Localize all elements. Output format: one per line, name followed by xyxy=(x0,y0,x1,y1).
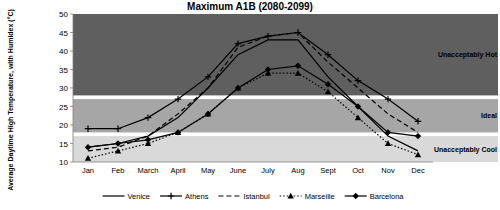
series-line xyxy=(88,33,418,129)
series-marker xyxy=(355,114,361,120)
series-marker xyxy=(175,129,181,135)
series-marker xyxy=(205,111,211,117)
legend-label: Marseille xyxy=(305,192,335,201)
title: Maximum A1B (2080-2099) xyxy=(187,1,313,12)
legend-label: Istanbul xyxy=(243,192,270,201)
data-layer xyxy=(85,29,421,161)
series-marker xyxy=(295,63,301,69)
legend-swatch xyxy=(218,195,240,196)
series-marker xyxy=(85,144,91,150)
series-marker xyxy=(85,126,91,132)
series-marker xyxy=(325,89,331,95)
y-tick xyxy=(70,143,73,144)
series-marker xyxy=(265,66,271,72)
series-marker xyxy=(355,103,361,109)
legend-marker xyxy=(168,193,174,199)
series-marker xyxy=(175,96,181,102)
y-tick-label: 35 xyxy=(59,66,68,75)
series-marker xyxy=(145,137,151,143)
band xyxy=(73,99,498,132)
y-tick-label: 25 xyxy=(59,103,68,112)
x-tick-label: March xyxy=(138,166,159,175)
series-line xyxy=(88,33,418,151)
y-tick-label: 45 xyxy=(59,29,68,38)
series-marker xyxy=(325,52,331,58)
legend-marker xyxy=(287,193,293,199)
series-marker xyxy=(145,114,151,120)
series-marker xyxy=(415,151,421,157)
series-marker xyxy=(265,33,271,39)
series-marker xyxy=(235,85,241,91)
series-line xyxy=(88,40,418,151)
series-marker xyxy=(115,148,121,154)
y-tick xyxy=(70,106,73,107)
y-tick xyxy=(70,88,73,89)
y-tick xyxy=(70,14,73,15)
x-tick-label: Nov xyxy=(381,166,395,175)
legend: Venice Athens Istanbul Marseille Barcelona xyxy=(103,192,405,201)
y-tick-label: 50 xyxy=(59,10,68,19)
y-tick xyxy=(70,51,73,52)
series-marker xyxy=(175,129,181,135)
x-tick-label: Dec xyxy=(411,166,425,175)
y-axis xyxy=(73,14,74,162)
series-marker xyxy=(85,155,91,161)
band-label: Unacceptably Hot xyxy=(438,51,498,59)
series-marker xyxy=(205,74,211,80)
series-marker xyxy=(385,96,391,102)
y-tick-label: 30 xyxy=(59,84,68,93)
band-label: Ideal xyxy=(481,112,497,119)
x-tick-label: Aug xyxy=(291,166,304,175)
y-tick xyxy=(70,69,73,70)
legend-marker xyxy=(353,193,359,199)
y-tick xyxy=(70,125,73,126)
y-tick-label: 10 xyxy=(59,158,68,167)
x-tick-label: Oct xyxy=(352,166,365,175)
x-tick-label: May xyxy=(201,166,215,175)
y-tick-label: 40 xyxy=(59,47,68,56)
x-tick-label: Sept xyxy=(320,166,336,175)
x-tick-label: April xyxy=(170,166,185,175)
series-marker xyxy=(385,129,391,135)
x-tick-label: June xyxy=(230,166,246,175)
y-tick-label: 20 xyxy=(59,121,68,130)
series-marker xyxy=(385,140,391,146)
band xyxy=(73,14,498,95)
legend-label: Venice xyxy=(128,192,151,201)
series-marker xyxy=(415,133,421,139)
band-label: Unacceptably Cool xyxy=(434,146,497,154)
series-marker xyxy=(295,70,301,76)
series-marker xyxy=(115,140,121,146)
y-tick xyxy=(70,162,73,163)
y-tick xyxy=(70,32,73,33)
series-line xyxy=(88,66,418,147)
x-tick-label: Jan xyxy=(82,166,94,175)
x-tick-label: July xyxy=(261,166,275,175)
legend-swatch xyxy=(103,195,125,196)
y-axis-label: Average Daytime High Temperature, with H… xyxy=(7,9,15,191)
y-tick-label: 15 xyxy=(59,140,68,149)
series-marker xyxy=(355,77,361,83)
legend-label: Barcelona xyxy=(370,192,405,201)
x-tick-label: Feb xyxy=(112,166,125,175)
legend-label: Athens xyxy=(185,192,209,201)
series-marker xyxy=(115,126,121,132)
chart: Unacceptably Hot Ideal Unacceptably Cool 10… xyxy=(0,0,500,210)
series-marker xyxy=(415,118,421,124)
x-axis xyxy=(73,162,433,163)
series-marker xyxy=(325,81,331,87)
